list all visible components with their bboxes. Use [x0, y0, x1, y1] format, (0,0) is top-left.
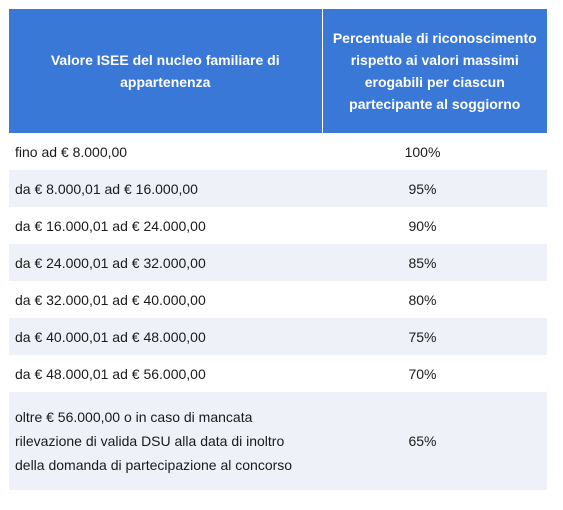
isee-range-cell: da € 8.000,01 ad € 16.000,00: [9, 170, 322, 207]
header-isee-value: Valore ISEE del nucleo familiare di appa…: [9, 9, 323, 133]
table-header: Valore ISEE del nucleo familiare di appa…: [9, 9, 547, 133]
header-row: Valore ISEE del nucleo familiare di appa…: [9, 9, 547, 133]
percentage-cell: 65%: [322, 392, 547, 490]
isee-range-cell: da € 32.000,01 ad € 40.000,00: [9, 281, 322, 318]
isee-range-cell: fino ad € 8.000,00: [9, 133, 322, 170]
table-row: da € 16.000,01 ad € 24.000,00 90%: [9, 207, 547, 244]
percentage-cell: 95%: [322, 170, 547, 207]
percentage-cell: 75%: [322, 318, 547, 355]
isee-range-cell: da € 40.000,01 ad € 48.000,00: [9, 318, 322, 355]
isee-percentage-table: Valore ISEE del nucleo familiare di appa…: [9, 9, 547, 490]
percentage-cell: 100%: [322, 133, 547, 170]
table-row: fino ad € 8.000,00 100%: [9, 133, 547, 170]
table-row: da € 32.000,01 ad € 40.000,00 80%: [9, 281, 547, 318]
table-body: fino ad € 8.000,00 100% da € 8.000,01 ad…: [9, 133, 547, 490]
header-percentage: Percentuale di riconoscimento rispetto a…: [322, 9, 547, 133]
isee-range-cell: oltre € 56.000,00 o in caso di mancata r…: [9, 392, 322, 490]
table-row: oltre € 56.000,00 o in caso di mancata r…: [9, 392, 547, 490]
percentage-cell: 70%: [322, 355, 547, 392]
percentage-cell: 85%: [322, 244, 547, 281]
percentage-cell: 90%: [322, 207, 547, 244]
isee-table-container: Valore ISEE del nucleo familiare di appa…: [9, 9, 547, 490]
table-row: da € 48.000,01 ad € 56.000,00 70%: [9, 355, 547, 392]
table-row: da € 40.000,01 ad € 48.000,00 75%: [9, 318, 547, 355]
table-row: da € 8.000,01 ad € 16.000,00 95%: [9, 170, 547, 207]
isee-range-cell: da € 24.000,01 ad € 32.000,00: [9, 244, 322, 281]
table-row: da € 24.000,01 ad € 32.000,00 85%: [9, 244, 547, 281]
percentage-cell: 80%: [322, 281, 547, 318]
isee-range-cell: da € 48.000,01 ad € 56.000,00: [9, 355, 322, 392]
isee-range-cell: da € 16.000,01 ad € 24.000,00: [9, 207, 322, 244]
